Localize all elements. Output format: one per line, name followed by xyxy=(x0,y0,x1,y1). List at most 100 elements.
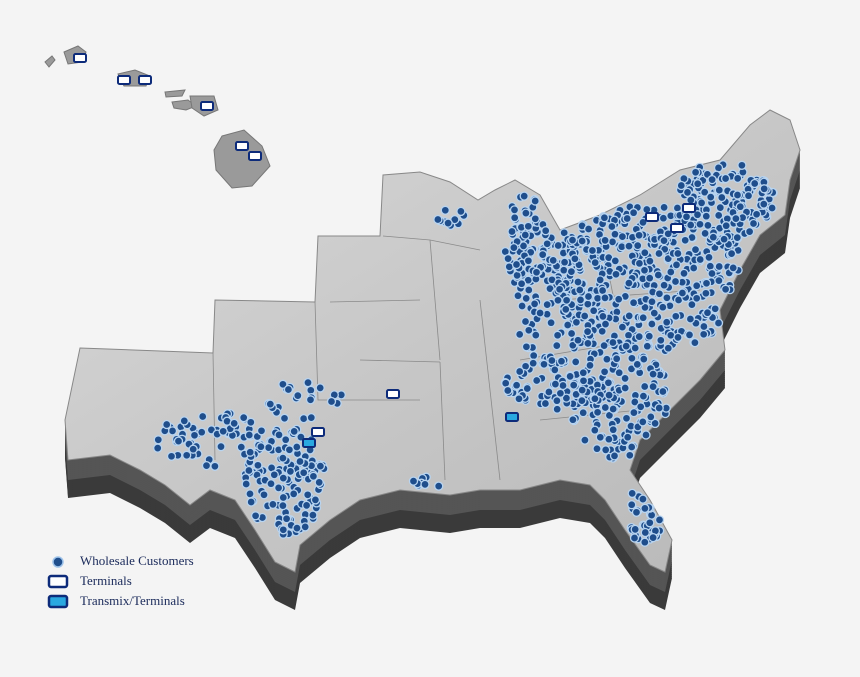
customer-dot xyxy=(301,500,312,511)
customer-dot xyxy=(299,413,309,424)
customer-dot xyxy=(686,195,696,205)
customer-dot xyxy=(677,288,688,298)
customer-dot xyxy=(639,265,650,275)
legend-label: Transmix/Terminals xyxy=(80,593,185,608)
customer-dot xyxy=(554,284,565,294)
customer-dot xyxy=(695,254,705,265)
customer-dot xyxy=(682,187,693,198)
customer-dot xyxy=(558,380,568,391)
customer-dot xyxy=(523,221,533,231)
customer-dot xyxy=(580,435,590,445)
customer-dot xyxy=(632,359,642,370)
customer-dot xyxy=(510,213,520,223)
transmix-icon xyxy=(302,438,316,448)
customer-dot xyxy=(633,240,643,251)
customer-dot xyxy=(244,430,254,440)
customer-dot xyxy=(647,297,657,307)
customer-dot xyxy=(630,524,640,535)
customer-dot xyxy=(589,306,599,316)
customer-dot xyxy=(627,500,637,510)
legend-label: Terminals xyxy=(80,573,132,588)
customer-dot xyxy=(523,256,534,266)
customer-dot xyxy=(750,178,760,189)
customer-dot xyxy=(634,258,645,269)
customer-dot xyxy=(303,490,313,500)
customer-dot xyxy=(305,395,316,405)
customer-dot xyxy=(673,332,683,343)
state-border xyxy=(439,361,446,481)
customer-dot xyxy=(639,354,649,364)
customer-dot xyxy=(553,295,563,305)
customer-dot xyxy=(179,416,189,426)
customer-dot xyxy=(547,355,557,366)
customer-dot xyxy=(649,308,659,318)
customer-dot xyxy=(600,319,611,329)
customer-dot xyxy=(599,213,610,223)
customer-dot xyxy=(153,435,163,445)
customer-dot xyxy=(552,404,562,414)
terminal-icon xyxy=(73,53,87,63)
customer-dot xyxy=(624,241,634,251)
customer-dot xyxy=(671,311,681,321)
customer-dot xyxy=(552,396,562,406)
customer-dot xyxy=(658,386,668,397)
customer-dot xyxy=(700,187,710,197)
customer-dot xyxy=(516,279,527,289)
customer-dot xyxy=(690,337,700,348)
customer-dot xyxy=(300,522,310,532)
state-border xyxy=(212,352,216,461)
customer-dot xyxy=(706,192,716,202)
customer-dot xyxy=(631,507,642,517)
customer-dot xyxy=(308,471,319,481)
customer-dot xyxy=(420,479,430,490)
customer-dot xyxy=(517,301,527,311)
customer-dot xyxy=(630,397,640,407)
customer-dot xyxy=(701,288,711,298)
customer-dot xyxy=(518,241,529,251)
customer-dot xyxy=(654,403,664,413)
customer-dot xyxy=(681,212,692,222)
island xyxy=(171,99,198,111)
customer-dot xyxy=(587,245,598,256)
customer-dot xyxy=(693,179,703,189)
customer-dot xyxy=(216,441,226,452)
island xyxy=(164,89,186,98)
customer-dot xyxy=(743,191,754,201)
customer-dot xyxy=(250,511,261,521)
customer-dot xyxy=(511,259,522,270)
customer-dot xyxy=(638,494,648,504)
terminal-icon xyxy=(670,223,684,233)
customer-dot xyxy=(629,533,640,543)
customer-dot xyxy=(281,514,292,524)
customer-dot xyxy=(699,329,709,339)
customer-dot xyxy=(303,377,313,388)
customer-dot xyxy=(284,445,295,455)
customer-dot xyxy=(662,317,672,327)
customer-dot xyxy=(162,419,172,430)
customer-dot xyxy=(603,378,614,388)
customer-dot xyxy=(707,268,717,279)
customer-dot xyxy=(278,379,288,389)
customer-dot xyxy=(731,213,741,224)
customer-dot xyxy=(575,285,585,295)
customer-dot xyxy=(598,311,608,322)
customer-dot xyxy=(253,460,263,470)
customer-dot xyxy=(728,263,738,273)
customer-dot xyxy=(256,442,266,452)
customer-dot xyxy=(628,208,639,218)
customer-dot xyxy=(617,322,628,332)
customer-dot xyxy=(645,518,655,528)
customer-dot xyxy=(570,254,580,264)
state-border xyxy=(314,301,420,401)
customer-dot xyxy=(748,218,759,229)
state-border xyxy=(479,299,501,481)
customer-dot xyxy=(602,354,612,364)
customer-dot xyxy=(719,234,729,244)
customer-dot xyxy=(732,190,743,200)
customer-dot xyxy=(550,365,560,375)
customer-dot xyxy=(624,278,634,288)
customer-dot xyxy=(559,257,570,267)
customer-dot xyxy=(566,328,577,339)
customer-dot xyxy=(654,515,665,525)
